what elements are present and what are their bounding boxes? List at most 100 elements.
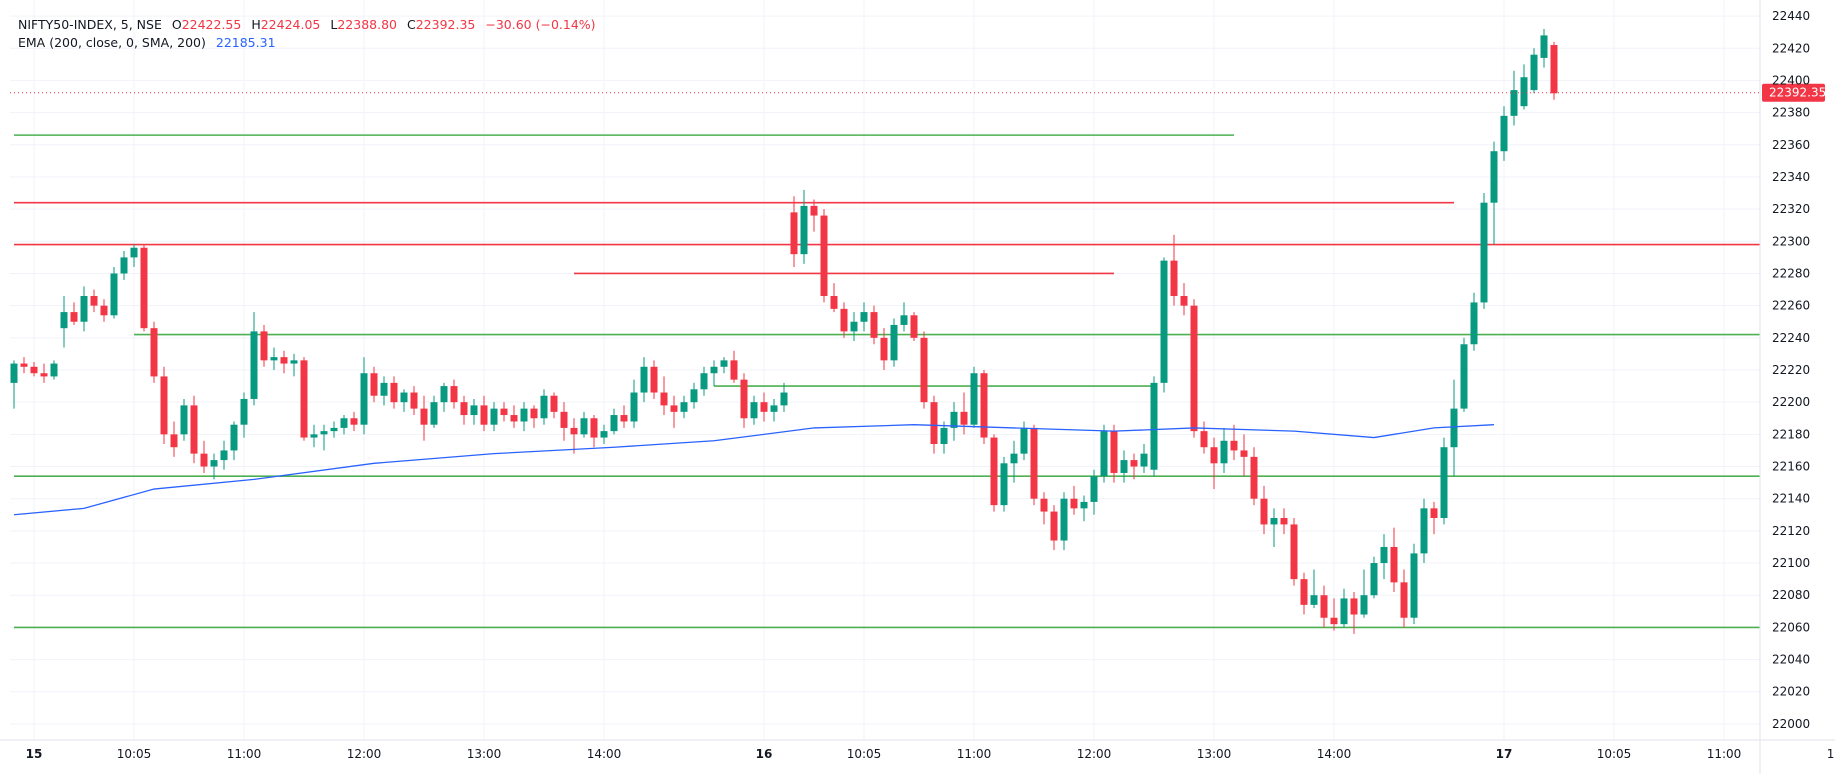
price-tick-label: 22260 [1772, 299, 1810, 313]
candle-body [1050, 511, 1058, 541]
time-tick-label: 10:05 [847, 747, 882, 761]
candle [1490, 141, 1498, 245]
candle [770, 398, 778, 422]
candle-body [420, 408, 428, 425]
time-axis[interactable]: 15 10:05 11:00 12:00 13:00 14:00 16 10:05 11:00 1… [0, 739, 1835, 761]
candle-body [1470, 302, 1478, 345]
candle [320, 424, 328, 451]
candle-body [850, 321, 858, 332]
candle-body [460, 402, 468, 416]
candle [240, 392, 248, 438]
candle-body [800, 205, 808, 255]
price-tick-label: 22060 [1772, 620, 1810, 634]
candle-body [1010, 453, 1018, 464]
candle [1260, 485, 1268, 535]
candle [1050, 505, 1058, 551]
candle [180, 398, 188, 441]
candle [620, 405, 628, 428]
time-tick-label: 10:05 [1597, 747, 1632, 761]
candle-body [380, 382, 388, 396]
symbol-label[interactable]: NIFTY50-INDEX, 5, NSE [18, 17, 162, 32]
price-tick-label: 22200 [1772, 395, 1810, 409]
candle [270, 347, 278, 370]
candle [750, 395, 758, 425]
low-label: L [330, 17, 338, 32]
candle-body [590, 418, 598, 438]
candle-body [1140, 453, 1148, 467]
candle-body [1060, 498, 1068, 541]
horizontal-levels [14, 134, 1760, 629]
candle [350, 411, 358, 432]
candle-body [950, 411, 958, 428]
candle-body [990, 437, 998, 506]
candle [100, 299, 108, 322]
candle-body [1350, 598, 1358, 615]
candle [730, 350, 738, 383]
candle-body [200, 453, 208, 467]
candle-body [1040, 498, 1048, 512]
candle [1440, 437, 1448, 525]
candle [20, 357, 28, 374]
candle [1380, 534, 1388, 580]
candle [1290, 518, 1298, 586]
candle [710, 360, 718, 387]
time-tick-label: 14:00 [587, 747, 622, 761]
candle [390, 376, 398, 409]
candle-body [690, 389, 698, 403]
candle-body [1020, 427, 1028, 454]
candle [400, 389, 408, 412]
candle [1370, 556, 1378, 599]
candle-body [1330, 617, 1338, 625]
candle-body [960, 411, 968, 425]
candle [1390, 527, 1398, 592]
candle-body [830, 296, 838, 309]
candle-body [1240, 450, 1248, 457]
candle [1000, 456, 1008, 512]
candle [450, 379, 458, 409]
candle-body [240, 398, 248, 425]
candle [580, 411, 588, 438]
candle [410, 386, 418, 416]
candle [380, 376, 388, 406]
candle [420, 395, 428, 441]
candle [200, 440, 208, 473]
candle-body [700, 373, 708, 390]
last-price-tag [1762, 83, 1825, 102]
candle-body [1550, 45, 1558, 94]
price-tick-label: 22120 [1772, 524, 1810, 538]
candle-body [1220, 440, 1228, 464]
candle-body [1230, 440, 1238, 451]
ema-label[interactable]: EMA (200, close, 0, SMA, 200) [18, 35, 206, 50]
candle [800, 189, 808, 264]
candle [230, 421, 238, 461]
candle-body [430, 402, 438, 425]
price-tick-label: 22240 [1772, 331, 1810, 345]
candle-body [1430, 508, 1438, 518]
candle-body [1410, 553, 1418, 618]
candle-body [500, 408, 508, 416]
candle [1130, 453, 1138, 480]
candle-body [10, 363, 18, 383]
candle [1090, 469, 1098, 515]
candle-body [280, 357, 288, 364]
candle [900, 302, 908, 332]
last-price-tag-text: 22392.35 [1769, 86, 1826, 100]
candle-body [350, 418, 358, 425]
candle-body [1030, 427, 1038, 499]
open-value: 22422.55 [181, 17, 242, 32]
candle [70, 302, 78, 325]
candle [530, 405, 538, 428]
price-axis[interactable]: 22000 22020 22040 22060 22080 22100 22120 22140… [1759, 0, 1810, 774]
candle [210, 453, 218, 480]
candle-body [710, 366, 718, 374]
candle [1310, 569, 1318, 609]
candle [1550, 41, 1558, 100]
candle-body [1320, 595, 1328, 618]
candle-body [330, 427, 338, 432]
candle [640, 357, 648, 403]
candle [460, 395, 468, 425]
candle-body [1270, 518, 1278, 525]
candle [960, 392, 968, 435]
